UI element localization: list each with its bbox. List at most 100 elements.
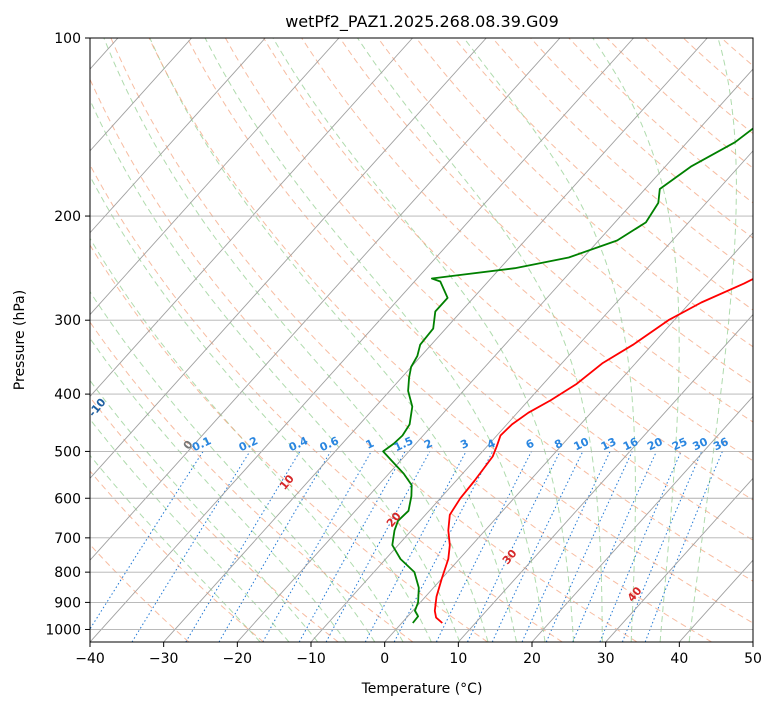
isobars <box>90 38 753 630</box>
isotherm-line <box>90 38 561 561</box>
isotherm-line <box>163 38 708 642</box>
dry-adiabat-line <box>90 244 488 642</box>
isotherm-line <box>236 68 753 642</box>
isotherm-line <box>605 477 753 642</box>
x-tick-label: −10 <box>296 651 326 667</box>
isotherm-line <box>90 38 413 398</box>
mixing-ratio-line <box>90 451 204 630</box>
mixing-ratio-line <box>545 451 633 642</box>
isotherm-line <box>531 395 753 642</box>
y-tick-label: 200 <box>54 209 81 225</box>
moist-adiabat-line <box>90 98 461 642</box>
mixing-ratio-line <box>185 451 301 642</box>
dry-adiabat-line <box>110 38 712 642</box>
dry-adiabat-line <box>90 163 563 642</box>
x-tick-label: −20 <box>223 651 253 667</box>
y-tick-label: 500 <box>54 444 81 460</box>
isotherm-line <box>90 38 634 642</box>
moist-adiabat-line <box>463 38 636 642</box>
moist-adiabat-line <box>103 38 489 642</box>
mixing-ratio-line <box>572 451 657 642</box>
mixing-ratio-line <box>521 451 611 642</box>
y-tick-label: 300 <box>54 313 81 329</box>
sounding-traces <box>382 127 753 624</box>
isotherm-line <box>384 232 753 642</box>
x-tick-label: 20 <box>523 651 541 667</box>
y-tick-label: 600 <box>54 491 81 507</box>
moist-adiabat-line <box>90 290 376 642</box>
dry-adiabat-line <box>263 38 753 501</box>
moist-adiabat-line <box>592 38 680 642</box>
moist-adiabat-line <box>90 418 290 642</box>
x-axis: −40 −30 −20 −10 0 10 20 30 40 50 <box>75 642 762 667</box>
mixing-ratio-line <box>599 451 682 642</box>
mixing-ratio-line <box>131 451 251 642</box>
y-tick-label: 100 <box>54 31 81 47</box>
dry-adiabat-line <box>606 38 753 169</box>
dewpoint-trace <box>382 127 753 624</box>
dry-adiabat-line <box>90 78 638 642</box>
dry-adiabat-line <box>90 321 414 642</box>
mixing-ratio-line <box>218 451 332 642</box>
mixing-ratio-label: 16 <box>621 435 641 453</box>
isotherms <box>90 38 753 642</box>
y-axis: 1000 900 800 700 600 500 400 300 200 100 <box>45 31 90 638</box>
x-tick-label: 30 <box>597 651 615 667</box>
x-tick-label: 50 <box>744 651 762 667</box>
mixing-ratio-line <box>262 451 372 642</box>
moist-adiabat-line <box>90 237 404 642</box>
isotherm-line <box>310 150 753 642</box>
x-tick-label: −40 <box>75 651 105 667</box>
isotherm-line <box>90 38 266 234</box>
mixing-ratio-line <box>298 451 406 642</box>
dry-adiabat-line <box>224 38 753 541</box>
moist-adiabat-line <box>688 38 737 642</box>
x-tick-label: 10 <box>449 651 467 667</box>
moist-adiabat-line <box>272 38 575 642</box>
y-tick-label: 800 <box>54 565 81 581</box>
moist-adiabat-line <box>90 379 319 642</box>
mixing-ratio-line <box>467 451 561 642</box>
moist-adiabat-line <box>204 38 546 642</box>
plot-frame <box>89 37 754 643</box>
plot-area: 0.10.20.40.611.52346810131620253036-100-… <box>90 38 753 642</box>
mixing-ratio-label: 13 <box>599 435 618 453</box>
isotherm-line <box>90 38 487 479</box>
mixing-ratio-label: 25 <box>670 435 689 453</box>
mixing-ratio-label: 10 <box>572 435 592 453</box>
moist-adiabat-line <box>149 38 517 642</box>
y-tick-label: 400 <box>54 387 81 403</box>
y-tick-label: 900 <box>54 595 81 611</box>
dry-adiabat-line <box>90 396 339 642</box>
isotherm-line <box>457 313 753 642</box>
mixing-ratio-label: 30 <box>691 435 711 453</box>
temperature-trace <box>433 277 753 624</box>
x-tick-label: −30 <box>149 651 179 667</box>
dry-adiabat-line <box>415 38 753 348</box>
dry-adiabat-line <box>377 38 753 385</box>
isotherm-line <box>90 38 192 152</box>
moist-adiabat-line <box>90 175 432 642</box>
moist-adiabat-line <box>90 454 261 642</box>
mixing-ratio-line <box>325 451 431 642</box>
isotherm-line <box>90 38 340 316</box>
chart-title: wetPf2_PAZ1.2025.268.08.39.G09 <box>285 12 559 32</box>
y-tick-label: 700 <box>54 531 81 547</box>
moist-adiabat-line <box>357 38 603 642</box>
mixing-ratio-line <box>491 451 584 642</box>
x-tick-label: 0 <box>380 651 389 667</box>
moist-adiabats <box>90 38 737 642</box>
mixing-ratio-label: 20 <box>645 435 665 453</box>
y-tick-label: 1000 <box>45 622 81 638</box>
dry-adiabat-line <box>339 38 753 423</box>
moist-adiabat-line <box>90 337 347 642</box>
dry-adiabat-line <box>148 38 753 624</box>
mixing-ratio-lines <box>90 451 723 642</box>
mixing-ratio-label: 36 <box>711 435 731 453</box>
mixing-ratio-line <box>435 451 532 642</box>
x-tick-label: 40 <box>670 651 688 667</box>
dry-adiabat-line <box>453 38 753 311</box>
x-axis-label: Temperature (°C) <box>361 681 483 697</box>
